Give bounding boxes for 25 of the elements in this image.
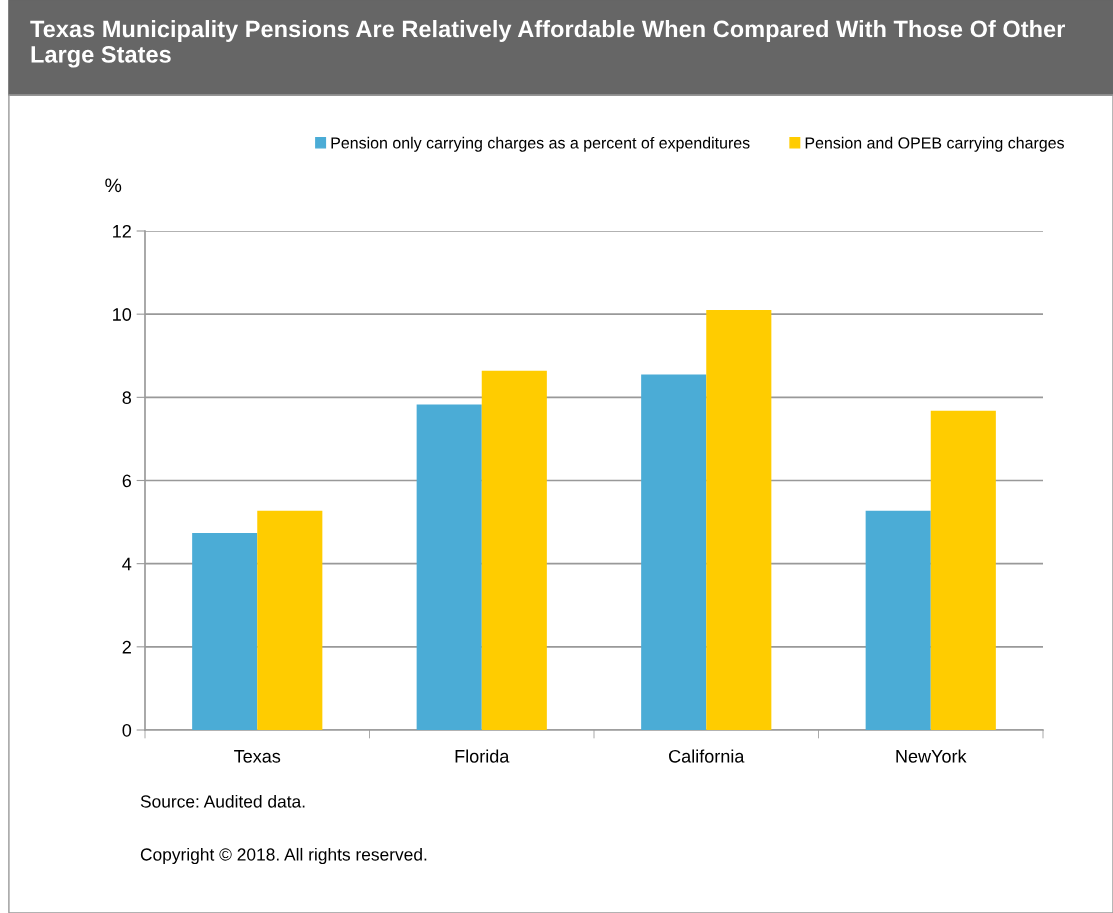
y-tick-label: 10	[113, 308, 132, 321]
y-tick-label: 4	[122, 557, 132, 571]
text: Copyright © 2018. All rights reserved.	[140, 847, 427, 865]
bar	[257, 510, 323, 730]
bar	[641, 374, 707, 730]
y-tick-label: 2	[122, 640, 131, 654]
x-tick-label: Florida	[455, 749, 510, 763]
x-tick-label: Texas	[234, 750, 281, 763]
chart-title: Texas Municipality Pensions Are Relatively Affordable When Compared With Those Of Other Large States	[30, 20, 1065, 68]
bar	[706, 310, 772, 730]
bar	[416, 404, 482, 730]
legend-label: Pension and OPEB carrying charges	[805, 136, 1064, 152]
y-tick-label: 6	[122, 474, 132, 488]
bar	[192, 532, 258, 730]
source-note: Source: Audited data.	[140, 794, 305, 808]
x-tick-label: NewYork	[896, 749, 967, 763]
bar	[930, 410, 996, 730]
bar	[865, 510, 931, 730]
x-tick-label: California	[669, 749, 745, 763]
y-tick-label: 0	[122, 723, 132, 737]
y-tick-label: 8	[122, 391, 132, 405]
y-axis-title: %	[105, 178, 122, 193]
y-tick-label: 12	[113, 224, 131, 238]
bar	[481, 370, 547, 730]
legend-label: Pension only carrying charges as a percent of expenditures	[331, 136, 750, 152]
